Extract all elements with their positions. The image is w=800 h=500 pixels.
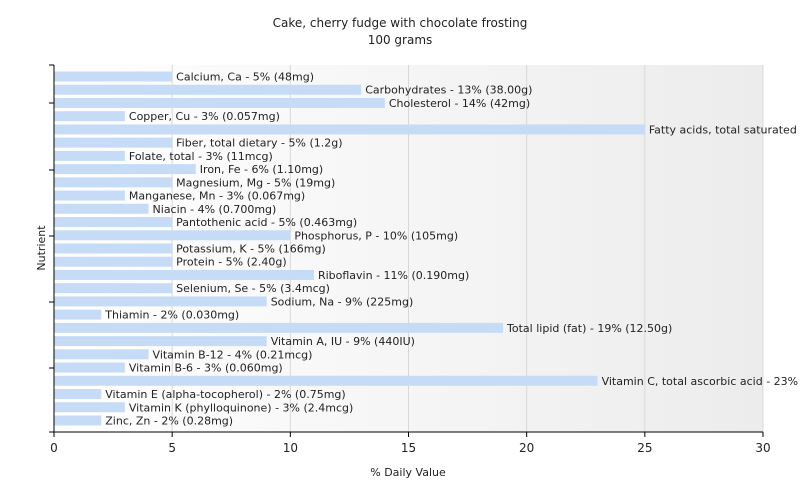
bar (54, 97, 385, 108)
bar-label: Total lipid (fat) - 19% (12.50g) (506, 322, 672, 335)
bar (54, 137, 173, 148)
bar (54, 177, 173, 188)
bar-label: Pantothenic acid - 5% (0.463mg) (176, 216, 357, 229)
bar-label: Calcium, Ca - 5% (48mg) (176, 71, 314, 84)
x-axis-label: % Daily Value (370, 466, 446, 479)
bar-label: Carbohydrates - 13% (38.00g) (365, 84, 532, 97)
bar (54, 322, 504, 333)
bar (54, 415, 102, 426)
bar (54, 71, 173, 82)
bar-label: Phosphorus, P - 10% (105mg) (294, 229, 458, 242)
axes: 0 5 10 15 20 25 30 (49, 64, 771, 455)
bar (54, 111, 125, 122)
bar-label: Potassium, K - 5% (166mg) (176, 242, 326, 255)
bar (54, 362, 125, 373)
bar (54, 256, 173, 267)
bar (54, 269, 314, 280)
bar (54, 402, 125, 413)
chart-subtitle: 100 grams (368, 33, 433, 47)
bar-label: Fatty acids, total saturated - 25% (5.06… (649, 123, 800, 136)
bar (54, 296, 267, 307)
bar-label: Manganese, Mn - 3% (0.067mg) (129, 190, 305, 203)
bar-label: Vitamin B-6 - 3% (0.060mg) (129, 362, 283, 375)
bar-label: Copper, Cu - 3% (0.057mg) (129, 110, 280, 123)
x-tick-label: 30 (755, 441, 770, 455)
y-axis-label: Nutrient (35, 225, 48, 271)
bar (54, 336, 267, 347)
bar (54, 243, 173, 254)
bar-label: Vitamin E (alpha-tocopherol) - 2% (0.75m… (105, 388, 345, 401)
bar-label: Sodium, Na - 9% (225mg) (271, 295, 414, 308)
bar-label: Vitamin A, IU - 9% (440IU) (271, 335, 415, 348)
bar (54, 150, 125, 161)
bar (54, 309, 102, 320)
bar-label: Zinc, Zn - 2% (0.28mg) (105, 414, 233, 427)
bar-label: Thiamin - 2% (0.030mg) (104, 309, 239, 322)
bar (54, 349, 149, 360)
x-tick-label: 20 (519, 441, 534, 455)
bar (54, 164, 196, 175)
bar-label: Iron, Fe - 6% (1.10mg) (200, 163, 323, 176)
bar-label: Folate, total - 3% (11mcg) (129, 150, 273, 163)
bar-label: Vitamin K (phylloquinone) - 3% (2.4mcg) (129, 401, 353, 414)
bar-label: Magnesium, Mg - 5% (19mg) (176, 176, 335, 189)
bar (54, 283, 173, 294)
bar-label: Vitamin B-12 - 4% (0.21mcg) (153, 348, 313, 361)
bar (54, 389, 102, 400)
x-tick-label: 25 (637, 441, 652, 455)
x-tick-label: 10 (283, 441, 298, 455)
bar (54, 217, 173, 228)
bar-label: Riboflavin - 11% (0.190mg) (318, 269, 469, 282)
bar (54, 84, 362, 95)
bar-label: Cholesterol - 14% (42mg) (389, 97, 530, 110)
bar-label: Selenium, Se - 5% (3.4mcg) (176, 282, 330, 295)
bar (54, 190, 125, 201)
x-tick-label: 5 (168, 441, 176, 455)
bar (54, 124, 645, 135)
bar-label: Fiber, total dietary - 5% (1.2g) (176, 137, 342, 150)
bar (54, 230, 291, 241)
bar-label: Niacin - 4% (0.700mg) (153, 203, 277, 216)
x-tick-label: 15 (401, 441, 416, 455)
x-tick-label: 0 (50, 441, 58, 455)
bar-label: Protein - 5% (2.40g) (176, 256, 287, 269)
chart-title: Cake, cherry fudge with chocolate frosti… (273, 16, 528, 30)
bar (54, 375, 598, 386)
bars (54, 71, 645, 426)
bar-label: Vitamin C, total ascorbic acid - 23% (13… (602, 375, 800, 388)
bar-labels: Calcium, Ca - 5% (48mg) Carbohydrates - 1… (104, 71, 800, 428)
bar (54, 203, 149, 214)
